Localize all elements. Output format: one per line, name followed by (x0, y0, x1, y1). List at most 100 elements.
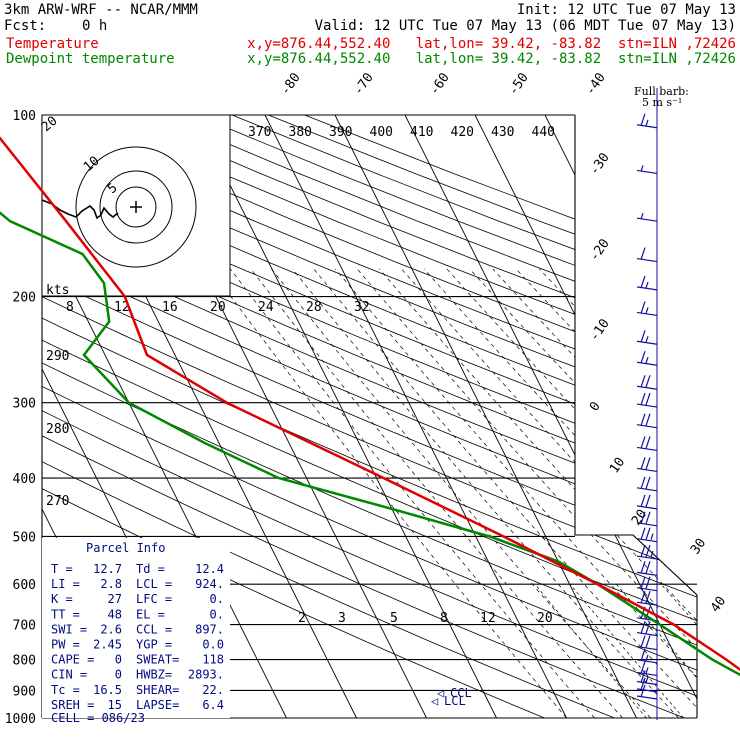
wind-barb-half-flag (645, 357, 649, 364)
moist-adiabat-line (539, 535, 697, 718)
wind-barb-flag (640, 330, 646, 343)
isotherm-label: 40 (708, 594, 729, 615)
wind-barb (636, 212, 658, 222)
isotherm-line (194, 115, 406, 535)
moist-adiabat-line (210, 535, 567, 718)
parcel-info-box: Parcel Info T = 12.7 Td = 12.4 LI = 2.8 LCL = 9… (42, 538, 230, 725)
wind-barb-flag (640, 476, 646, 490)
isotherm-line (684, 535, 697, 718)
low-theta-label: 290 (46, 349, 69, 364)
wind-barb-half-flag (645, 667, 649, 674)
wind-barb-staff (636, 385, 658, 390)
wind-barb-flag (640, 677, 646, 691)
parcel-label: TT = (51, 607, 80, 621)
theta-label: 400 (370, 125, 393, 140)
wind-barb-staff (636, 361, 658, 366)
wind-barb-half-flag (645, 281, 649, 289)
wind-barb-flag (640, 494, 646, 508)
isotherm-line (0, 115, 7, 718)
wind-barb-half-flag (645, 676, 649, 683)
moist-adiabat-line (335, 268, 567, 535)
mixing-ratio-label: 8 (440, 611, 448, 626)
valid-time: Valid: 12 UTC Tue 07 May 13 (06 MDT Tue … (314, 18, 736, 34)
wind-barb (636, 590, 658, 606)
parcel-value: 2.45 (93, 638, 122, 652)
wind-barb-flag (645, 457, 651, 470)
wind-barb-staff (636, 555, 658, 560)
moist-adiabat-line (492, 268, 575, 358)
hodograph-speed-label: 28 (306, 300, 322, 315)
parcel-value: 16.5 (93, 683, 122, 697)
parcel-value: 2.8 (100, 577, 122, 591)
wind-barb-flag (640, 413, 646, 426)
parcel-label: PW = (51, 638, 80, 652)
parcel-label: LAPSE= (136, 698, 179, 712)
mixing-ratio-label: 3 (338, 611, 346, 626)
isotherm-label: -50 (506, 70, 532, 98)
wind-barb (636, 436, 658, 452)
parcel-label: YGP = (136, 638, 172, 652)
dry-adiabat-line (42, 296, 575, 528)
isotherm-label: -10 (587, 316, 613, 344)
wind-barb-flag (640, 392, 646, 406)
hodograph-speed-label: 8 (66, 300, 74, 315)
isotherm-line (404, 115, 575, 457)
low-theta-label: 280 (46, 422, 69, 437)
wind-barb-flag (640, 590, 646, 604)
wind-barb-staff (636, 446, 658, 452)
parcel-label: SREH = (51, 698, 94, 712)
isotherm-label: 30 (688, 536, 709, 557)
parcel-label: K = (51, 592, 73, 606)
wind-barb (636, 494, 658, 510)
pressure-tick-label: 900 (13, 684, 36, 699)
mixing-ratio-label: 20 (537, 611, 553, 626)
parcel-label: HWBZ= (136, 668, 172, 682)
isotherm-line (685, 115, 740, 718)
moist-adiabat-line (271, 535, 651, 718)
parcel-value: 27 (108, 592, 122, 606)
moist-adiabat-line (250, 268, 466, 535)
parcel-value: 0. (210, 592, 224, 606)
wind-barb-flag (645, 413, 651, 426)
hodograph-units: kts (46, 283, 69, 298)
lcl-marker: ◁ (430, 694, 438, 708)
dewpoint-station-info: x,y=876.44,552.40 lat,lon= 39.42, -83.82… (247, 51, 736, 67)
dry-adiabat-line (42, 216, 575, 444)
pressure-axis: 100 200 300 400 500 600 700 800 900 1000 (5, 109, 36, 727)
wind-barb-flag (645, 375, 651, 388)
hodograph-trace (41, 199, 119, 220)
isotherm-label: -60 (427, 70, 453, 98)
wind-barb-staff (636, 403, 658, 408)
pressure-tick-label: 1000 (5, 712, 36, 727)
dry-adiabat-line (304, 115, 575, 220)
parcel-value: 48 (108, 607, 122, 621)
dry-adiabat-line (42, 339, 481, 535)
wind-barb (636, 635, 658, 651)
init-time: Init: 12 UTC Tue 07 May 13 (516, 2, 736, 18)
wind-barb-staff (636, 671, 658, 677)
wind-legend-title: Full barb: (634, 85, 689, 98)
mixing-ratio-line (569, 583, 684, 718)
parcel-label: SHEAR= (136, 683, 179, 697)
moist-adiabat-line (379, 535, 697, 718)
wind-barb-flag (640, 247, 646, 260)
wind-barb-flag (645, 621, 651, 634)
wind-barb-half-flag (645, 654, 649, 662)
theta-label: 370 (248, 125, 271, 140)
wind-barb-staff (636, 522, 658, 527)
wind-barb-flag (640, 648, 646, 662)
isotherm-line (42, 227, 196, 535)
dry-adiabat-line (42, 535, 697, 718)
parcel-label: LI = (51, 577, 80, 591)
wind-barb (636, 677, 658, 693)
wind-barb (636, 621, 658, 637)
moist-adiabat-line (492, 535, 697, 718)
theta-label: 420 (451, 125, 474, 140)
wind-barb-flag (640, 527, 646, 540)
wind-barb (636, 375, 658, 390)
isotherm-label: 20 (629, 507, 650, 528)
wind-barb-flag (645, 476, 651, 490)
isotherm-line (124, 535, 427, 718)
wind-barb-staff (636, 487, 658, 492)
wind-barb (636, 301, 658, 317)
